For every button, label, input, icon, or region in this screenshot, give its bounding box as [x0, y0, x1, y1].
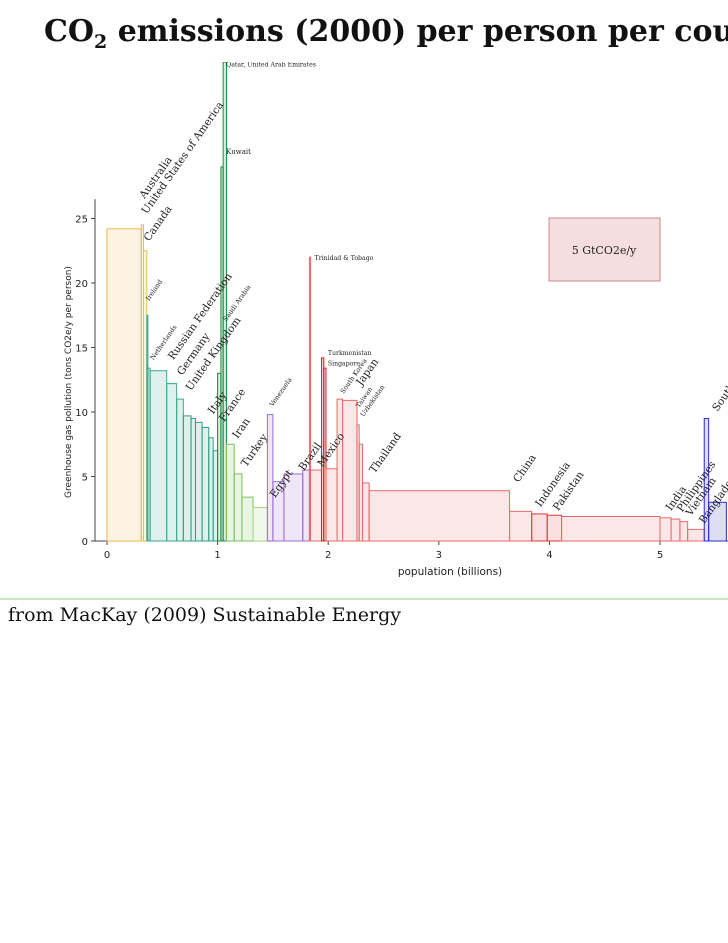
title-rest: emissions (2000) per person per cou	[107, 14, 728, 49]
bar-latin-america-other	[302, 469, 310, 542]
bar-spain	[208, 437, 214, 542]
emissions-chart: 0 5 10 15 20 25 0 1 2 3 4 5 population (billions) Gre…	[64, 62, 728, 578]
country-label: Iran	[230, 416, 253, 441]
bar-asia-mid	[509, 510, 533, 542]
country-label: United States of America	[139, 100, 226, 217]
title-subscript: 2	[94, 31, 108, 53]
x-tick-label: 1	[214, 550, 220, 561]
country-label: Turkmenistan	[328, 350, 372, 357]
bar-china	[368, 490, 511, 542]
country-label: Turkey	[239, 432, 270, 469]
bar-africa-north	[252, 506, 268, 542]
bar-australia	[106, 228, 142, 542]
scale-box	[548, 217, 661, 282]
country-label: Venezuela	[267, 376, 293, 409]
bar-south-korea	[336, 398, 344, 542]
bar-russian-federation	[149, 370, 168, 542]
y-tick-label: 25	[75, 215, 88, 226]
country-label: Trinidad & Tobago	[315, 255, 374, 262]
bar-japan	[342, 399, 358, 542]
bar-philippines	[670, 518, 681, 542]
bar-belgium	[182, 415, 192, 542]
bar-poland	[190, 417, 196, 542]
bar-trinidad-tobago	[308, 256, 312, 542]
bar-united-kingdom	[176, 398, 184, 542]
y-tick-label: 10	[75, 408, 88, 419]
bar-singapore	[323, 367, 327, 542]
title-co: CO	[44, 14, 95, 49]
country-label: Qatar, United Arab Emirates	[226, 62, 316, 68]
x-tick-label: 4	[546, 550, 552, 561]
bar-iran	[225, 443, 235, 542]
bar-venezuela	[266, 414, 274, 542]
bar-pakistan	[546, 514, 563, 542]
bar-mexico	[325, 468, 338, 542]
country-label: Thailand	[367, 430, 404, 475]
bar-france	[201, 426, 210, 542]
bar-vietnam	[679, 521, 689, 542]
bar-indonesia	[531, 513, 548, 542]
x-axis-label: population (billions)	[398, 566, 502, 578]
bar-bangladesh	[687, 528, 705, 542]
bar-germany	[166, 383, 178, 542]
x-tick-label: 5	[657, 550, 663, 561]
scale-box-label: 5 GtCO2e/y	[572, 244, 637, 257]
y-axis-label: Greenhouse gas pollution (tons CO2e/y pe…	[64, 266, 74, 498]
bar-qatar-united-arab-emirates	[222, 62, 227, 542]
x-tick-label: 0	[104, 550, 110, 561]
x-tick-label: 2	[325, 550, 331, 561]
bar-india	[659, 517, 672, 542]
bar-asia-south	[561, 515, 661, 542]
x-tick-label: 3	[436, 550, 442, 561]
y-tick-label: 5	[82, 473, 88, 484]
country-label: Kuwait	[226, 148, 251, 156]
country-label: South Africa	[710, 352, 728, 413]
bar-turkey	[233, 473, 243, 542]
y-tick-label: 0	[82, 537, 88, 548]
y-tick-label: 15	[75, 344, 88, 355]
bar-thailand	[361, 482, 370, 542]
source-caption: from MacKay (2009) Sustainable Energy	[8, 604, 402, 626]
bar-south-africa	[703, 417, 710, 542]
bar-italy	[194, 421, 203, 542]
bar-africa-sub-saharan	[708, 501, 727, 542]
slide-title: CO2 emissions (2000) per person per cou	[44, 14, 728, 53]
y-tick-label: 20	[75, 279, 88, 290]
country-label: Singapore	[328, 361, 360, 368]
divider-line	[0, 598, 728, 600]
country-label: China	[511, 452, 539, 484]
bar-middle-east-other	[241, 496, 254, 542]
bar-other-europe	[212, 450, 219, 542]
bar-asia-small	[310, 469, 323, 542]
